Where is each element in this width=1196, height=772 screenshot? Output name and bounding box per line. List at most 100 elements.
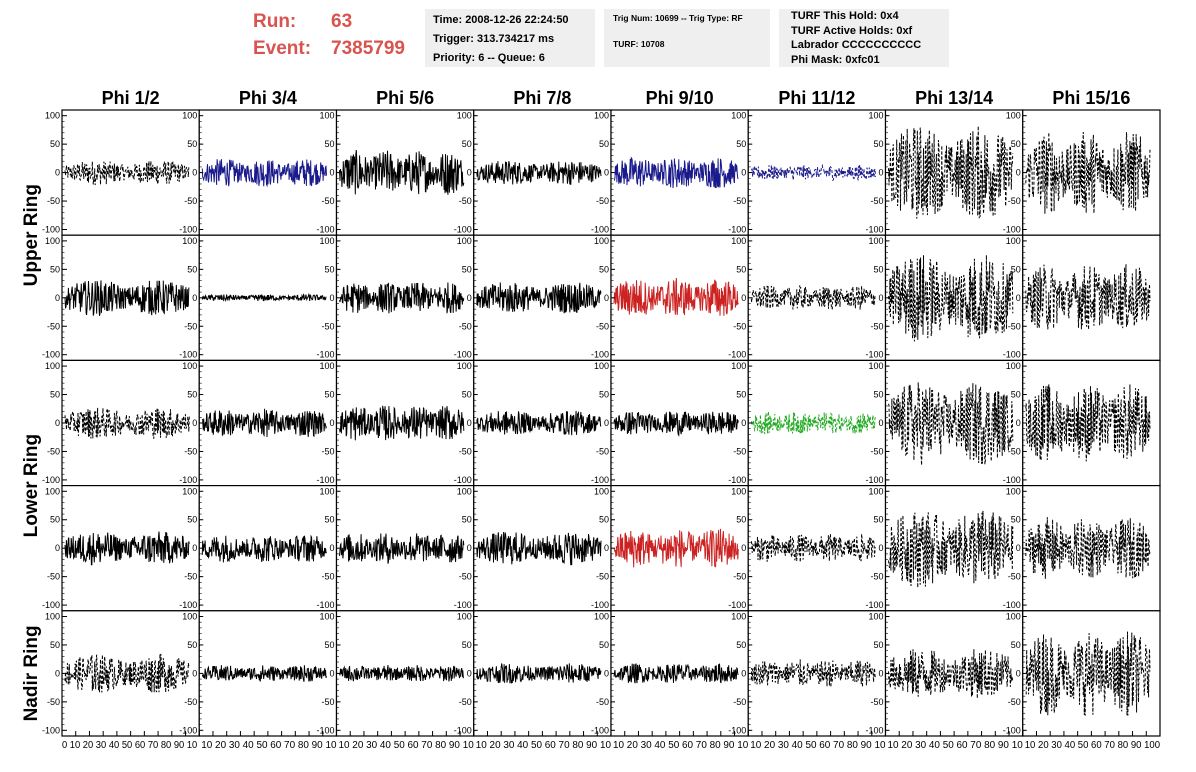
y-tick-label: 50 (50, 264, 60, 274)
y-tick-label: 0 (604, 293, 609, 303)
waveform-trace (64, 653, 190, 693)
y-tick-label: 0 (1016, 168, 1021, 178)
y-tick-label: -50 (596, 446, 609, 456)
waveform-trace (888, 649, 1014, 699)
y-tick-label: -100 (42, 350, 60, 360)
y-tick-label: 100 (182, 611, 197, 621)
y-tick-label: 100 (319, 361, 334, 371)
y-tick-label: -100 (179, 725, 197, 735)
waveform-trace (476, 663, 602, 684)
y-tick-label: 100 (731, 611, 746, 621)
y-tick-label: 0 (192, 543, 197, 553)
trigger-info-box: Trig Num: 10699 -- Trig Type: RF TURF: 1… (604, 9, 770, 67)
event-label: Event: (253, 38, 312, 59)
waveform-trace (613, 156, 739, 189)
y-tick-label: -50 (1008, 572, 1021, 582)
y-tick-label: -50 (733, 446, 746, 456)
y-tick-label: 100 (319, 486, 334, 496)
y-tick-label: -100 (1003, 475, 1021, 485)
y-tick-label: 100 (594, 236, 609, 246)
y-tick-label: -100 (316, 350, 334, 360)
y-tick-label: -100 (728, 725, 746, 735)
y-tick-label: -50 (596, 572, 609, 582)
y-tick-label: 0 (55, 168, 60, 178)
y-tick-label: 100 (1006, 236, 1021, 246)
waveform-trace (64, 159, 190, 186)
column-header: Phi 7/8 (513, 88, 571, 108)
column-header: Phi 1/2 (102, 88, 160, 108)
y-tick-label: 50 (324, 390, 334, 400)
x-tick-labels: 10 20 30 40 50 60 70 80 90 10 (750, 740, 886, 751)
y-tick-label: 50 (324, 264, 334, 274)
y-tick-label: 100 (868, 361, 883, 371)
y-tick-label: 50 (1011, 264, 1021, 274)
column-header: Phi 15/16 (1052, 88, 1130, 108)
priority-line: Priority: 6 -- Queue: 6 (433, 52, 545, 64)
y-tick-label: 100 (457, 611, 472, 621)
y-tick-label: 100 (1006, 611, 1021, 621)
y-tick-label: 50 (736, 515, 746, 525)
y-tick-label: 100 (731, 361, 746, 371)
y-tick-label: 0 (604, 668, 609, 678)
waveform-trace (64, 531, 190, 566)
panel-frame (610, 109, 749, 236)
y-tick-label: -100 (865, 600, 883, 610)
y-tick-label: 50 (736, 264, 746, 274)
y-tick-label: -50 (733, 321, 746, 331)
waveform-trace (888, 382, 1014, 466)
y-tick-label: 100 (45, 111, 60, 121)
y-tick-label: 0 (741, 418, 746, 428)
waveform-trace (888, 510, 1014, 588)
y-tick-label: 0 (741, 543, 746, 553)
y-tick-label: 50 (1011, 139, 1021, 149)
y-tick-label: 50 (599, 515, 609, 525)
y-tick-label: -50 (1008, 697, 1021, 707)
waveform-trace (339, 149, 465, 195)
y-tick-label: 50 (599, 640, 609, 650)
y-tick-label: -100 (179, 600, 197, 610)
y-tick-label: 0 (604, 418, 609, 428)
y-tick-label: -100 (591, 225, 609, 235)
y-tick-label: -100 (454, 350, 472, 360)
y-tick-label: 0 (467, 418, 472, 428)
y-tick-label: -50 (321, 697, 334, 707)
y-tick-label: 100 (457, 111, 472, 121)
x-tick-labels: 10 20 30 40 50 60 70 80 90 10 (613, 740, 749, 751)
y-tick-label: 100 (594, 486, 609, 496)
trig-num-line: Trig Num: 10699 -- Trig Type: RF (613, 13, 743, 23)
y-tick-label: 100 (182, 486, 197, 496)
waveform-trace (613, 277, 739, 316)
y-tick-label: -50 (596, 196, 609, 206)
x-tick-labels: 10 20 30 40 50 60 70 80 90 100 (1025, 740, 1161, 751)
y-tick-label: -50 (870, 697, 883, 707)
waveform-trace (201, 408, 327, 438)
waveform-trace (201, 665, 327, 682)
y-tick-label: 0 (329, 168, 334, 178)
y-tick-label: 50 (599, 139, 609, 149)
y-tick-label: -100 (42, 475, 60, 485)
panel-frame (747, 234, 887, 361)
y-tick-label: -50 (321, 196, 334, 206)
y-tick-label: -100 (591, 475, 609, 485)
y-tick-label: 50 (462, 515, 472, 525)
y-tick-label: 50 (187, 390, 197, 400)
y-tick-label: -50 (459, 196, 472, 206)
y-tick-label: -50 (184, 196, 197, 206)
y-tick-label: -50 (184, 697, 197, 707)
waveform-trace (201, 534, 327, 563)
run-label: Run: (253, 11, 297, 32)
y-tick-label: -50 (47, 196, 60, 206)
y-tick-label: 50 (599, 264, 609, 274)
y-tick-label: -100 (454, 725, 472, 735)
y-tick-label: -50 (321, 321, 334, 331)
y-tick-label: -100 (454, 225, 472, 235)
y-tick-label: 0 (878, 418, 883, 428)
y-tick-label: -50 (321, 446, 334, 456)
waveform-trace (1025, 631, 1151, 716)
y-tick-label: -50 (459, 446, 472, 456)
waveform-trace (476, 282, 602, 314)
run-event-header: Run: 63 Event: 7385799 (253, 8, 405, 62)
waveform-trace (339, 405, 465, 441)
y-tick-label: 100 (594, 611, 609, 621)
